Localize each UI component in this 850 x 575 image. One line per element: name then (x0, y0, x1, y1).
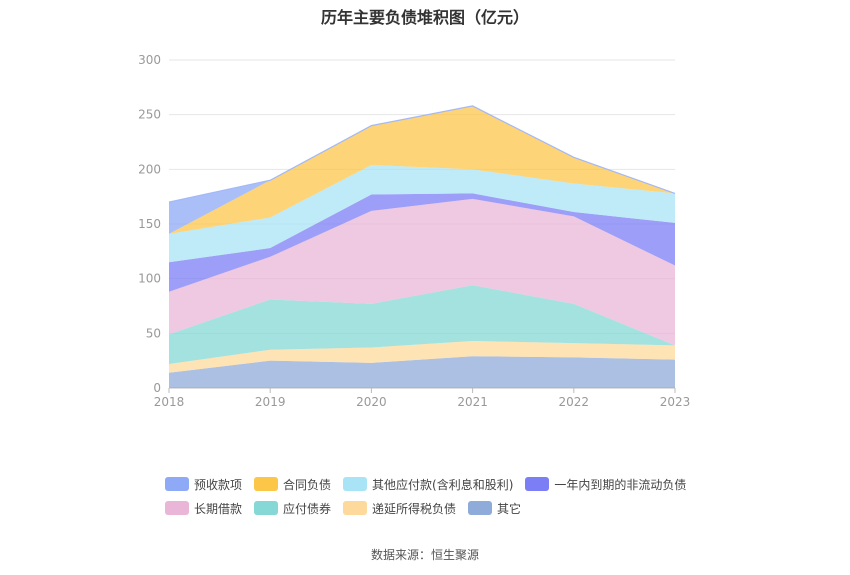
y-tick-label: 0 (153, 381, 161, 395)
legend-swatch (165, 477, 189, 491)
data-source: 数据来源：恒生聚源 (370, 548, 479, 562)
legend-swatch (343, 477, 368, 491)
legend-label: 应付债券 (283, 501, 332, 516)
y-tick-label: 200 (138, 162, 161, 176)
legend-item-long-term-loans[interactable]: 长期借款 (165, 500, 242, 517)
y-tick-label: 100 (138, 272, 161, 286)
y-tick-label: 300 (138, 53, 161, 67)
legend-label: 其他应付款(含利息和股利) (372, 477, 514, 492)
legend-row: 长期借款 应付债券 递延所得税负债 其它 (165, 496, 725, 520)
chart-title: 历年主要负债堆积图（亿元） (320, 8, 529, 27)
legend-swatch (165, 501, 189, 515)
legend: 预收款项 合同负债 其他应付款(含利息和股利) 一年内到期的非流动负债 长期借款… (165, 472, 725, 520)
y-tick-label: 150 (138, 217, 161, 231)
x-tick-label: 2018 (154, 395, 185, 409)
area-series (169, 340, 675, 373)
x-tick-label: 2020 (356, 395, 387, 409)
y-tick-label: 250 (138, 108, 161, 122)
x-tick-label: 2022 (559, 395, 590, 409)
legend-label: 递延所得税负债 (372, 501, 457, 516)
stacked-area-chart: 0 50 100 150 200 250 300 2018 2019 2020 2021 2022 20… (138, 53, 691, 409)
legend-item-contract-liabilities[interactable]: 合同负债 (254, 476, 331, 493)
area-series (169, 285, 675, 364)
area-series (169, 198, 675, 346)
x-tick-label: 2021 (457, 395, 488, 409)
legend-item-current-noncurrent[interactable]: 一年内到期的非流动负债 (525, 476, 686, 493)
legend-swatch (525, 477, 550, 491)
legend-item-bonds-payable[interactable]: 应付债券 (254, 500, 331, 517)
x-tick-label: 2023 (660, 395, 691, 409)
legend-label: 长期借款 (194, 501, 243, 516)
legend-item-deferred-tax[interactable]: 递延所得税负债 (343, 500, 456, 517)
legend-swatch (468, 501, 493, 515)
legend-row: 预收款项 合同负债 其他应付款(含利息和股利) 一年内到期的非流动负债 (165, 472, 725, 496)
legend-item-prepaid[interactable]: 预收款项 (165, 476, 242, 493)
legend-label: 一年内到期的非流动负债 (554, 477, 687, 492)
area-series (169, 105, 675, 234)
legend-label: 合同负债 (283, 477, 332, 492)
y-tick-label: 50 (146, 326, 161, 340)
legend-swatch (254, 501, 279, 515)
x-tick-label: 2019 (255, 395, 286, 409)
legend-item-other-payables[interactable]: 其他应付款(含利息和股利) (343, 476, 513, 493)
legend-label: 其它 (497, 501, 522, 516)
legend-swatch (254, 477, 279, 491)
legend-label: 预收款项 (194, 477, 243, 492)
legend-swatch (343, 501, 368, 515)
area-series (169, 164, 675, 263)
legend-item-other[interactable]: 其它 (468, 500, 521, 517)
area-series (169, 356, 675, 388)
total-outline (168, 105, 676, 203)
